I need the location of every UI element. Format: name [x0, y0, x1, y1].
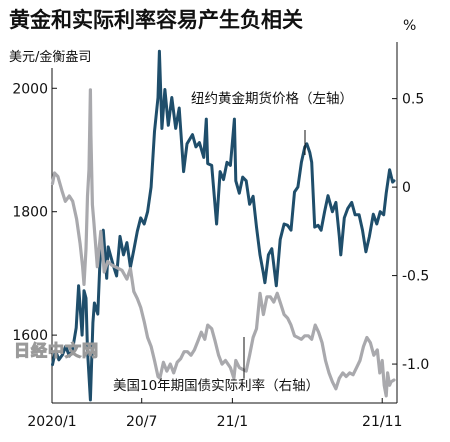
- left-tick-label: 1800: [12, 205, 48, 221]
- right-axis-ticks: 0.5 0 -0.5 -1.0: [392, 92, 429, 373]
- watermark: 日经中文网: [14, 341, 99, 360]
- left-tick-label: 2000: [12, 81, 48, 97]
- rate-series-annotation: 美国10年期国债实际利率（右轴）: [113, 377, 319, 394]
- x-tick-label: 2020/1: [27, 414, 76, 430]
- right-tick-label: 0.5: [402, 92, 424, 108]
- x-tick-label: 20/7: [126, 414, 157, 430]
- series-layer: [50, 49, 396, 402]
- left-axis-ticks: 2000 1800 1600: [12, 81, 57, 344]
- right-axis-unit: %: [403, 18, 416, 34]
- left-tick-label: 1600: [12, 328, 48, 344]
- chart-title: 黄金和实际利率容易产生负相关: [9, 8, 303, 32]
- gold-series-annotation: 纽约黄金期货价格（左轴）: [191, 90, 353, 107]
- left-axis-unit: 美元/金衡盎司: [9, 49, 91, 65]
- right-tick-label: 0: [402, 180, 411, 196]
- real-rate-series-line: [50, 88, 396, 398]
- right-tick-label: -0.5: [402, 269, 429, 285]
- x-tick-label: 21/1: [217, 414, 248, 430]
- right-tick-label: -1.0: [402, 357, 429, 373]
- x-axis-ticks: 2020/1 20/7 21/1 21/11: [27, 398, 402, 430]
- x-tick-label: 21/11: [362, 414, 402, 430]
